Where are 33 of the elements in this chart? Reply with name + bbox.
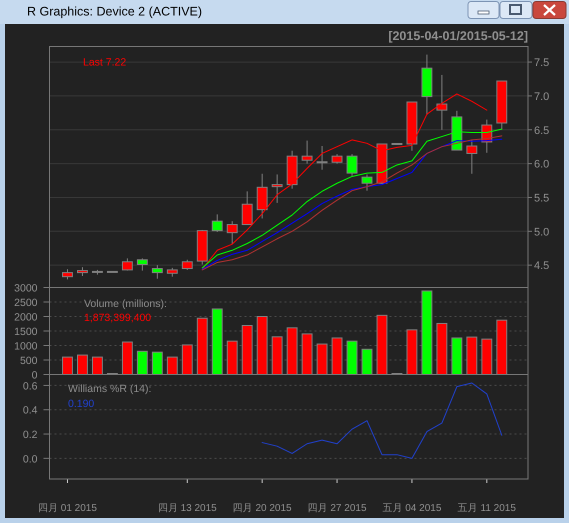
line-series	[202, 93, 488, 270]
x-tick-label: 五月 04 2015	[382, 503, 442, 514]
annotation: Williams %R (14):	[68, 383, 152, 395]
y-tick-label: 1000	[14, 340, 38, 352]
chart-subtitle: [2015-04-01/2015-05-12]	[388, 29, 528, 43]
line-series	[262, 382, 502, 459]
annotation: 1,873,399,400	[84, 312, 152, 324]
y-tick-label: 5.0	[534, 226, 550, 238]
y-tick-label: 0.6	[22, 380, 38, 392]
x-tick-label: 五月 11 2015	[458, 503, 516, 514]
y-tick-label: 0.0	[22, 453, 38, 466]
y-tick-label: 6.5	[534, 124, 550, 137]
y-tick-label: 7.5	[534, 57, 550, 70]
y-tick-label: 2500	[14, 297, 38, 309]
y-tick-label: 0.4	[22, 404, 38, 417]
y-tick-label: 0	[32, 370, 38, 382]
annotation: Volume (millions):	[84, 298, 167, 310]
y-tick-label: 7.0	[534, 90, 550, 103]
x-tick-label: 四月 27 2015	[308, 503, 367, 514]
y-tick-label: 6.0	[534, 158, 550, 171]
annotation: Last 7.22	[83, 56, 126, 68]
y-tick-label: 500	[20, 355, 38, 367]
y-tick-label: 0.2	[22, 429, 38, 442]
annotation: 0.190	[68, 398, 94, 410]
text: R Graphics: Device 2 (ACTIVE)	[27, 4, 202, 18]
x-tick-label: 四月 01 2015	[38, 503, 98, 514]
y-tick-label: 4.5	[534, 260, 550, 272]
x-tick-label: 四月 13 2015	[158, 503, 218, 514]
y-tick-label: 5.5	[534, 192, 550, 204]
x-tick-label: 四月 20 2015	[232, 503, 292, 514]
y-tick-label: 3000	[14, 282, 38, 294]
y-tick-label: 1500	[14, 326, 38, 338]
y-tick-label: 2000	[14, 312, 38, 324]
